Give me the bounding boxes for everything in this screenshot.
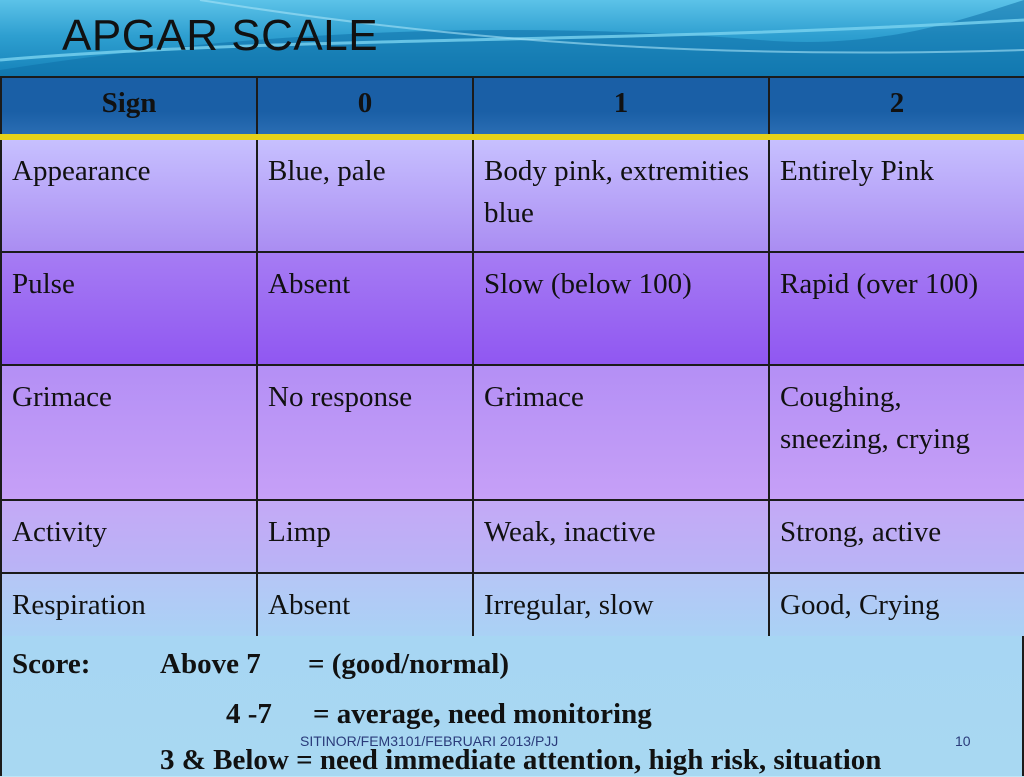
cell-score-2: Coughing, sneezing, crying (768, 364, 1024, 501)
cell-score-0: Absent (256, 572, 474, 641)
table-row: Pulse Absent Slow (below 100) Rapid (ove… (0, 251, 1024, 366)
score-range-high: Above 7 (160, 648, 261, 680)
score-meaning-high: = (good/normal) (308, 648, 509, 680)
table-row: Grimace No response Grimace Coughing, sn… (0, 364, 1024, 501)
page-number: 10 (955, 733, 971, 749)
header-score-0: 0 (256, 76, 474, 140)
header-score-2: 2 (768, 76, 1024, 140)
cell-score-0: Blue, pale (256, 136, 474, 253)
cell-sign: Activity (0, 499, 258, 574)
cell-score-2: Good, Crying (768, 572, 1024, 641)
header-sign: Sign (0, 76, 258, 140)
cell-score-0: No response (256, 364, 474, 501)
page-title: APGAR SCALE (62, 11, 379, 60)
cell-score-1: Weak, inactive (472, 499, 770, 574)
cell-sign: Grimace (0, 364, 258, 501)
cell-score-0: Absent (256, 251, 474, 366)
cell-score-1: Irregular, slow (472, 572, 770, 641)
apgar-table: Sign 0 1 2 Appearance Blue, pale Body pi… (0, 76, 1024, 641)
cell-score-0: Limp (256, 499, 474, 574)
cell-score-1: Grimace (472, 364, 770, 501)
score-meaning-mid: = average, need monitoring (313, 698, 652, 730)
score-legend: Score: Above 7 = (good/normal) 4 -7 = av… (0, 636, 1024, 776)
score-label: Score: (12, 648, 91, 680)
header-score-1: 1 (472, 76, 770, 140)
table-header-row: Sign 0 1 2 (0, 76, 1024, 140)
cell-sign: Appearance (0, 136, 258, 253)
cell-score-1: Body pink, extremities blue (472, 136, 770, 253)
cell-score-2: Entirely Pink (768, 136, 1024, 253)
cell-score-2: Strong, active (768, 499, 1024, 574)
cell-score-1: Slow (below 100) (472, 251, 770, 366)
title-banner (0, 0, 1024, 80)
score-range-mid: 4 -7 (226, 698, 272, 730)
table-row: Appearance Blue, pale Body pink, extremi… (0, 136, 1024, 253)
table-row: Activity Limp Weak, inactive Strong, act… (0, 499, 1024, 574)
cell-sign: Respiration (0, 572, 258, 641)
footer-text: SITINOR/FEM3101/FEBRUARI 2013/PJJ (300, 733, 559, 749)
cell-sign: Pulse (0, 251, 258, 366)
table-row: Respiration Absent Irregular, slow Good,… (0, 572, 1024, 641)
cell-score-2: Rapid (over 100) (768, 251, 1024, 366)
wave-decoration (0, 0, 1024, 80)
